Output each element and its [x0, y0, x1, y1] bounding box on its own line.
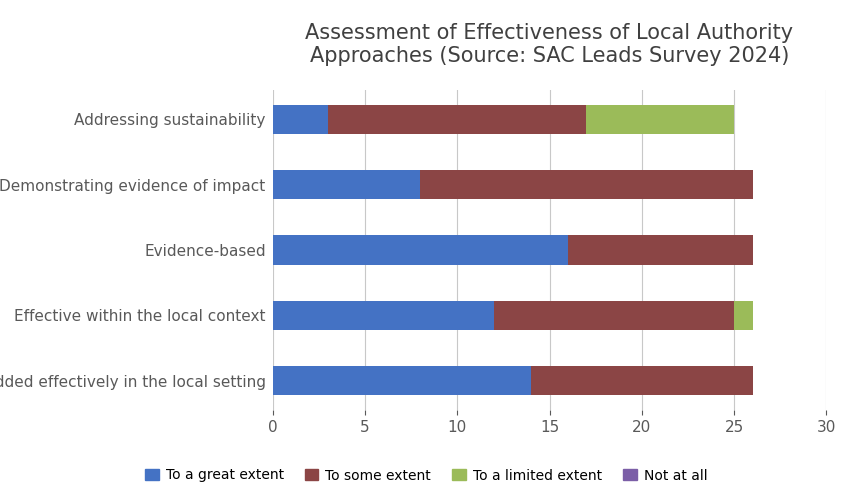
Bar: [494, 300, 734, 330]
Title: Assessment of Effectiveness of Local Authority
Approaches (Source: SAC Leads Sur: Assessment of Effectiveness of Local Aut…: [306, 23, 793, 66]
Bar: [273, 300, 494, 330]
Bar: [420, 170, 752, 200]
Bar: [568, 236, 752, 264]
Bar: [273, 170, 420, 200]
Bar: [328, 104, 586, 134]
Bar: [531, 366, 752, 396]
Bar: [273, 104, 328, 134]
Bar: [586, 104, 734, 134]
Bar: [734, 300, 752, 330]
Bar: [273, 236, 568, 264]
Bar: [273, 366, 531, 396]
Legend: To a great extent, To some extent, To a limited extent, Not at all: To a great extent, To some extent, To a …: [139, 463, 713, 488]
